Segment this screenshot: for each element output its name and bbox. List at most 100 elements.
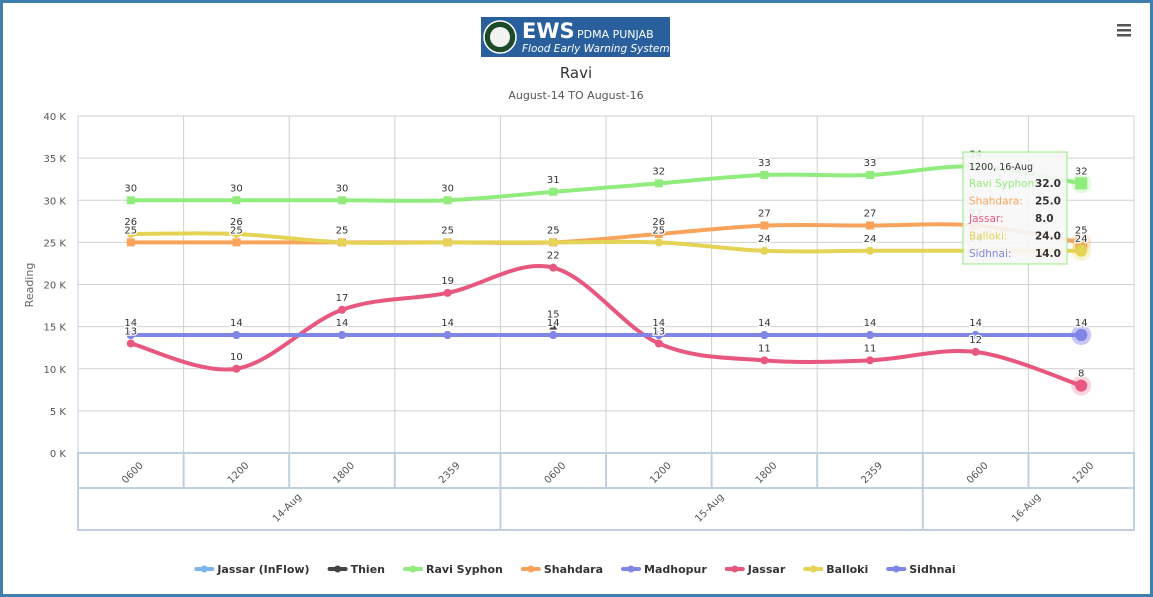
- data-label: 30: [336, 183, 349, 194]
- series-line: [128, 164, 1084, 203]
- tooltip-title: 1200, 16-Aug: [969, 162, 1033, 173]
- data-label: 14: [1075, 318, 1088, 329]
- legend-marker: [200, 565, 208, 573]
- tooltip-name: Ravi Syphon:: [969, 178, 1038, 190]
- marker: [866, 170, 874, 179]
- y-tick-label: 15 K: [44, 323, 67, 334]
- data-label: 25: [547, 225, 560, 236]
- tooltip-name: Shahdara:: [969, 196, 1023, 208]
- marker: [760, 170, 769, 179]
- legend: Jassar (InFlow) Thien Ravi Syphon Shahdara M…: [194, 563, 956, 576]
- data-label: 12: [969, 335, 982, 346]
- series-line: [128, 222, 1084, 245]
- y-axis-title: Reading: [23, 263, 36, 308]
- data-label: 25: [230, 225, 243, 236]
- marker: [232, 331, 241, 340]
- data-label: 11: [758, 343, 771, 354]
- marker: [232, 238, 241, 247]
- data-label: 14: [547, 318, 560, 329]
- legend-label: Shahdara: [544, 563, 603, 576]
- data-label: 10: [230, 352, 243, 363]
- menu-icon[interactable]: [1117, 24, 1131, 37]
- series: [126, 162, 1092, 205]
- marker: [654, 179, 663, 188]
- data-label: 13: [124, 326, 137, 337]
- data-label: 13: [652, 326, 665, 337]
- marker: [232, 196, 241, 205]
- data-label: 14: [441, 318, 454, 329]
- data-label: 14: [336, 318, 349, 329]
- legend-label: Jassar: [747, 563, 786, 576]
- data-label: 26: [230, 217, 243, 228]
- marker: [549, 331, 558, 340]
- legend-marker: [409, 565, 417, 573]
- y-tick-label: 35 K: [44, 154, 67, 165]
- data-label: 14: [230, 318, 243, 329]
- x-tick-label: 1800: [331, 460, 357, 486]
- data-label: 27: [864, 209, 877, 220]
- legend-item[interactable]: Jassar: [724, 563, 786, 576]
- data-label: 15: [547, 310, 560, 321]
- legend-item[interactable]: Madhopur: [621, 563, 707, 576]
- marker: [654, 238, 663, 247]
- data-label: 32: [1075, 166, 1088, 177]
- tooltip-name: Sidhnai:: [969, 248, 1011, 260]
- data-label: 24: [1075, 234, 1088, 245]
- marker: [1075, 244, 1088, 257]
- series-line: [128, 264, 1084, 388]
- legend-item[interactable]: Balloki: [803, 563, 868, 576]
- marker: [971, 331, 980, 340]
- marker: [866, 221, 874, 230]
- data-label: 30: [124, 183, 137, 194]
- x-tick-label: 0600: [543, 460, 569, 486]
- tooltip-name: Balloki:: [969, 231, 1007, 243]
- data-label: 24: [758, 234, 771, 245]
- data-label: 14: [758, 318, 771, 329]
- marker: [338, 331, 346, 340]
- marker: [866, 356, 874, 365]
- logo-emblem-inner: [490, 27, 510, 47]
- legend-item[interactable]: Shahdara: [520, 563, 603, 576]
- x-tick-label: 1800: [754, 460, 780, 486]
- legend-marker: [334, 565, 342, 573]
- data-label: 14: [124, 318, 137, 329]
- marker: [549, 238, 558, 247]
- menu-bar[interactable]: [1117, 24, 1131, 27]
- marker: [126, 339, 135, 348]
- marker: [126, 196, 135, 205]
- marker: [126, 238, 135, 247]
- series: [126, 325, 1092, 346]
- logo: EWS PDMA PUNJAB Flood Early Warning Syst…: [481, 17, 670, 57]
- data-label: 14: [336, 318, 349, 329]
- data-label: 25: [441, 225, 454, 236]
- data-label: 19: [441, 276, 454, 287]
- x-group-label: 14-Aug: [271, 492, 304, 525]
- tooltip: 1200, 16-Aug Ravi Syphon:32.0 Shahdara: 25.…: [962, 151, 1068, 265]
- data-label: 27: [758, 209, 771, 220]
- marker: [1075, 177, 1088, 190]
- marker: [338, 196, 346, 205]
- chart-title: Ravi: [560, 64, 592, 82]
- series-line: [128, 231, 1084, 254]
- legend-item[interactable]: Sidhnai: [886, 563, 956, 576]
- menu-bar[interactable]: [1117, 29, 1131, 32]
- marker: [443, 288, 452, 297]
- menu-bar[interactable]: [1117, 34, 1131, 37]
- data-label: 14: [864, 318, 877, 329]
- y-tick-label: 0 K: [50, 449, 67, 460]
- data-label: 24: [864, 234, 877, 245]
- legend-item[interactable]: Jassar (InFlow): [194, 563, 310, 576]
- logo-subtitle: PDMA PUNJAB: [577, 28, 654, 41]
- data-label: 14: [969, 318, 982, 329]
- marker: [232, 229, 241, 238]
- x-tick-label: 1200: [226, 460, 252, 486]
- data-label: 25: [441, 225, 454, 236]
- legend-item[interactable]: Ravi Syphon: [403, 563, 503, 576]
- data-label: 26: [652, 217, 665, 228]
- marker: [443, 196, 452, 205]
- data-label: 14: [969, 318, 982, 329]
- legend-marker: [627, 565, 635, 573]
- legend-item[interactable]: Thien: [327, 563, 385, 576]
